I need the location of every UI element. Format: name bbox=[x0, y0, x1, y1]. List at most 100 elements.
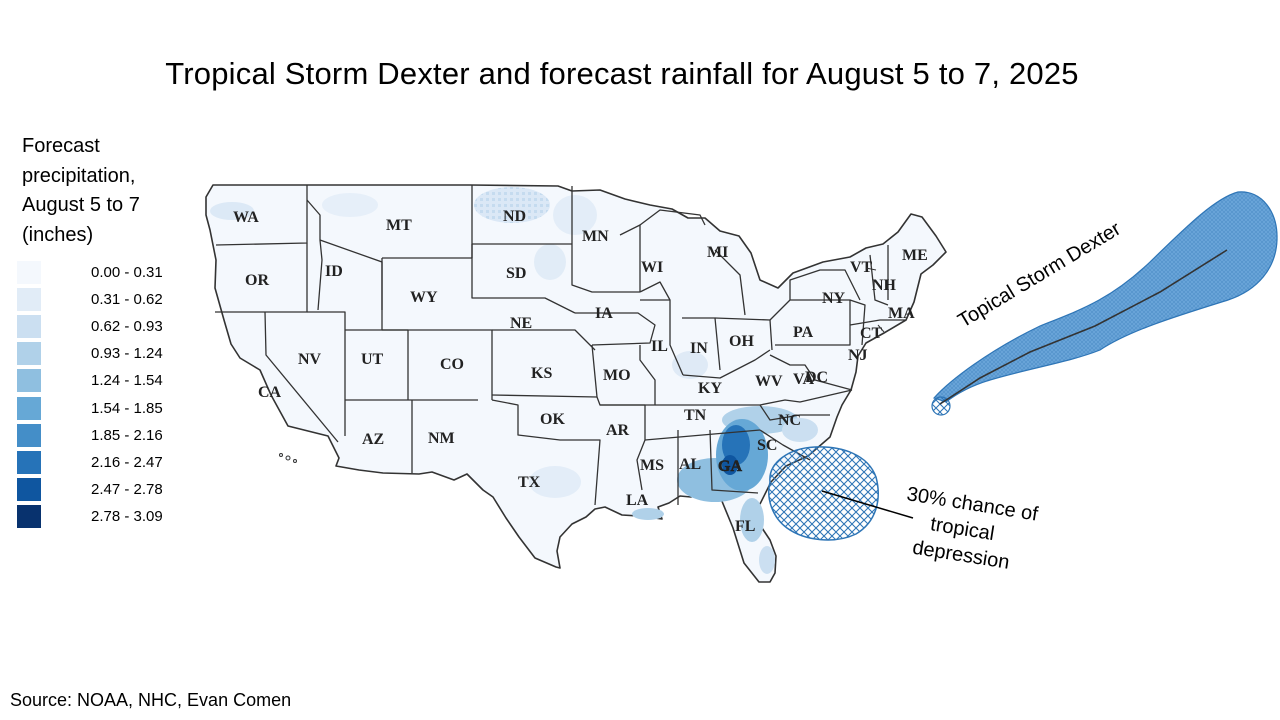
state-label: SC bbox=[757, 437, 777, 454]
legend-range: 2.47 - 2.78 bbox=[91, 480, 163, 498]
legend-range: 1.24 - 1.54 bbox=[91, 372, 163, 390]
state-label: CO bbox=[440, 356, 464, 373]
state-label: KS bbox=[531, 365, 552, 382]
state-label: ND bbox=[503, 208, 526, 225]
state-label: WI bbox=[641, 259, 663, 276]
state-label: NV bbox=[298, 351, 322, 368]
state-label: OH bbox=[729, 333, 754, 350]
state-label: WA bbox=[233, 209, 259, 226]
legend-title: Forecast precipitation, August 5 to 7 (i… bbox=[22, 132, 207, 250]
legend-swatch bbox=[17, 342, 41, 366]
state-label: IN bbox=[690, 340, 708, 357]
legend-range: 0.31 - 0.62 bbox=[91, 291, 163, 309]
state-label: IL bbox=[651, 338, 668, 355]
state-label: NE bbox=[510, 315, 532, 332]
state-label: TN bbox=[684, 407, 707, 424]
state-label: NM bbox=[428, 430, 455, 447]
state-label: OR bbox=[245, 272, 269, 289]
state-label: WY bbox=[410, 289, 438, 306]
legend-swatch bbox=[17, 315, 41, 339]
legend-swatch bbox=[17, 261, 41, 285]
state-label: MO bbox=[603, 367, 631, 384]
legend-range: 1.54 - 1.85 bbox=[91, 399, 163, 417]
legend-swatch bbox=[17, 450, 41, 474]
label-leaders bbox=[865, 267, 885, 333]
storm-track-line bbox=[939, 249, 1228, 405]
state-label: AZ bbox=[362, 431, 384, 448]
state-label: UT bbox=[361, 351, 384, 368]
state-labels: WA OR CA ID NV MT WY UT AZ CO NM ND SD N… bbox=[233, 208, 928, 535]
state-label: MA bbox=[888, 305, 915, 322]
legend-title-line: precipitation, bbox=[22, 164, 136, 187]
depression-label-line: depression bbox=[911, 537, 1011, 574]
precipitation-overlay bbox=[210, 187, 818, 574]
storm-origin-marker bbox=[931, 396, 951, 416]
legend-row: 1.24 - 1.54 bbox=[17, 367, 207, 394]
state-label: IA bbox=[595, 305, 613, 322]
depression-label: 30% chance of tropical depression bbox=[905, 483, 1040, 574]
legend: Forecast precipitation, August 5 to 7 (i… bbox=[17, 132, 207, 530]
legend-swatch bbox=[17, 504, 41, 528]
state-label: MI bbox=[707, 244, 728, 261]
legend-row: 2.47 - 2.78 bbox=[17, 476, 207, 503]
legend-range: 0.93 - 1.24 bbox=[91, 345, 163, 363]
legend-rows: 0.00 - 0.31 0.31 - 0.62 0.62 - 0.93 0.93… bbox=[17, 259, 207, 530]
depression-leader-line bbox=[821, 490, 914, 519]
page-title: Tropical Storm Dexter and forecast rainf… bbox=[165, 56, 1079, 91]
state-label: MT bbox=[386, 217, 412, 234]
coast-details bbox=[279, 453, 297, 463]
state-label: CT bbox=[860, 325, 883, 342]
legend-row: 0.93 - 1.24 bbox=[17, 340, 207, 367]
state-label: ID bbox=[325, 263, 343, 280]
legend-title-line: August 5 to 7 bbox=[22, 194, 140, 216]
legend-row: 0.31 - 0.62 bbox=[17, 286, 207, 313]
state-label: PA bbox=[793, 324, 814, 341]
legend-row: 1.54 - 1.85 bbox=[17, 394, 207, 421]
state-label: NC bbox=[778, 412, 801, 429]
state-label: GA bbox=[718, 458, 742, 475]
legend-title-line: Forecast bbox=[22, 135, 100, 157]
state-label: OK bbox=[540, 411, 565, 428]
state-label: KY bbox=[698, 380, 722, 397]
state-label: FL bbox=[735, 518, 755, 535]
legend-range: 0.00 - 0.31 bbox=[91, 264, 163, 282]
legend-range: 2.16 - 2.47 bbox=[91, 453, 163, 471]
legend-swatch bbox=[17, 423, 41, 447]
state-label: NH bbox=[872, 277, 897, 294]
legend-swatch bbox=[17, 288, 41, 312]
state-label: AR bbox=[606, 422, 630, 439]
state-label: DC bbox=[805, 369, 828, 386]
state-label: VA bbox=[793, 371, 814, 388]
legend-title-line: (inches) bbox=[22, 223, 94, 246]
legend-swatch bbox=[17, 396, 41, 420]
storm-forecast-cone bbox=[932, 191, 1278, 403]
legend-range: 1.85 - 2.16 bbox=[91, 426, 163, 444]
state-label: LA bbox=[626, 492, 649, 509]
legend-range: 0.62 - 0.93 bbox=[91, 318, 163, 336]
legend-row: 2.78 - 3.09 bbox=[17, 503, 207, 530]
state-label: NY bbox=[822, 290, 846, 307]
legend-range: 2.78 - 3.09 bbox=[91, 507, 163, 525]
state-borders bbox=[215, 185, 905, 506]
legend-swatch bbox=[17, 477, 41, 501]
us-land bbox=[205, 184, 947, 583]
state-label: WV bbox=[755, 373, 783, 390]
state-label: NJ bbox=[848, 347, 868, 364]
state-label: VT bbox=[850, 259, 873, 276]
state-label: CA bbox=[258, 384, 282, 401]
source-note: Source: NOAA, NHC, Evan Comen bbox=[10, 690, 292, 710]
state-label: ME bbox=[902, 247, 928, 264]
legend-row: 2.16 - 2.47 bbox=[17, 449, 207, 476]
legend-row: 0.62 - 0.93 bbox=[17, 313, 207, 340]
state-label: AL bbox=[679, 456, 701, 473]
legend-row: 1.85 - 2.16 bbox=[17, 422, 207, 449]
legend-swatch bbox=[17, 369, 41, 393]
state-label: SD bbox=[506, 265, 526, 282]
state-label: MN bbox=[582, 228, 609, 245]
state-label: TX bbox=[518, 474, 541, 491]
legend-row: 0.00 - 0.31 bbox=[17, 259, 207, 286]
tropical-depression-area bbox=[768, 446, 879, 541]
state-label: MS bbox=[640, 457, 664, 474]
